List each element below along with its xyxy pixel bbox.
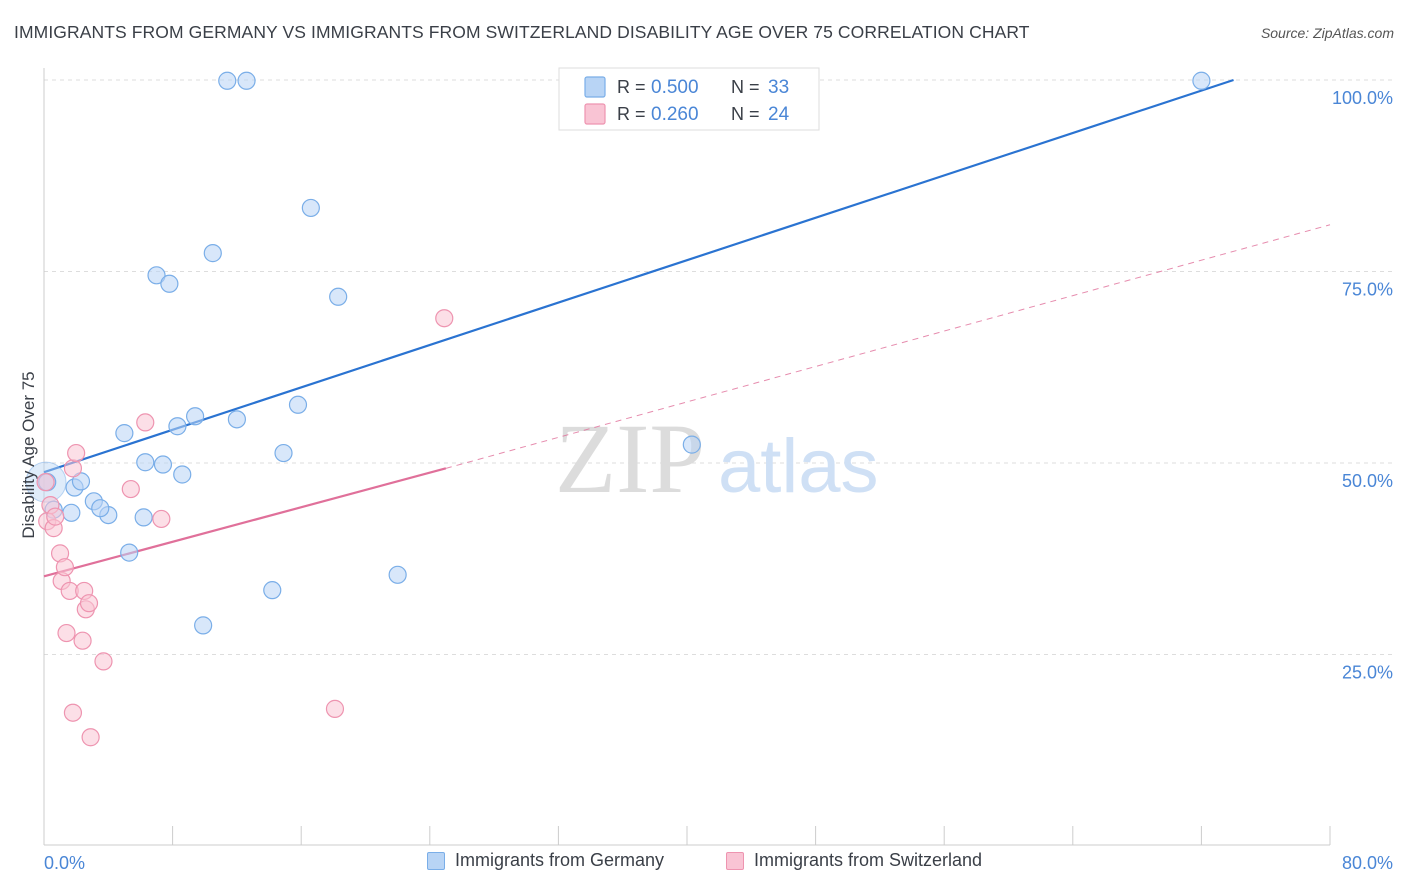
data-point-germany bbox=[263, 581, 282, 600]
data-point-germany bbox=[329, 287, 348, 306]
legend-n-value: 24 bbox=[768, 104, 790, 125]
legend-item-germany[interactable]: Immigrants from Germany bbox=[427, 850, 664, 871]
data-point-germany bbox=[160, 274, 179, 293]
y-tick-label: 75.0% bbox=[1342, 280, 1393, 300]
label-layer: 25.0% 50.0% 75.0% 100.0% 0.0% 80.0% Disability… bbox=[19, 88, 1393, 873]
legend-label-germany: Immigrants from Germany bbox=[455, 850, 665, 870]
data-point-switzerland bbox=[63, 703, 83, 722]
data-point-switzerland bbox=[55, 558, 74, 577]
data-point-germany bbox=[71, 472, 91, 491]
data-point-germany bbox=[203, 244, 222, 263]
data-point-germany bbox=[288, 395, 308, 414]
data-point-germany bbox=[173, 465, 192, 484]
source-label: Source: ZipAtlas.com bbox=[1260, 25, 1394, 41]
data-point-switzerland bbox=[46, 507, 65, 526]
bottom-legend: Immigrants from Germany Immigrants from … bbox=[0, 850, 1406, 880]
data-point-switzerland bbox=[63, 459, 83, 478]
data-point-switzerland bbox=[36, 473, 55, 492]
data-point-switzerland bbox=[136, 413, 155, 432]
y-tick-label: 25.0% bbox=[1342, 663, 1393, 683]
points-layer bbox=[25, 71, 1211, 747]
data-point-switzerland bbox=[94, 652, 113, 671]
legend-swatch-germany bbox=[427, 851, 445, 870]
chart-title: IMMIGRANTS FROM GERMANY VS IMMIGRANTS FR… bbox=[14, 22, 1030, 42]
legend-label-switzerland: Immigrants from Switzerland bbox=[754, 850, 983, 870]
data-point-germany bbox=[388, 565, 407, 584]
axis-layer bbox=[43, 68, 1331, 846]
data-point-germany bbox=[218, 71, 237, 90]
data-point-switzerland bbox=[325, 699, 345, 718]
watermark-atlas: atlas bbox=[718, 424, 879, 509]
trend-layer bbox=[43, 78, 1331, 578]
data-point-germany bbox=[1192, 71, 1211, 90]
data-point-switzerland bbox=[79, 594, 99, 613]
data-point-switzerland bbox=[73, 631, 92, 650]
x-tick-label-min: 0.0% bbox=[44, 853, 85, 873]
data-point-germany bbox=[682, 435, 701, 454]
trendline-switzerland-extension bbox=[445, 224, 1331, 469]
legend-n-value: 33 bbox=[768, 77, 789, 98]
data-point-germany bbox=[120, 543, 139, 562]
trendline-switzerland bbox=[43, 467, 447, 578]
grid-layer bbox=[44, 79, 1392, 655]
legend-n-label: N = bbox=[731, 77, 760, 97]
x-tick-label-max: 80.0% bbox=[1342, 853, 1393, 873]
legend-n-label: N = bbox=[731, 104, 760, 124]
data-point-switzerland bbox=[152, 509, 171, 529]
data-point-germany bbox=[134, 508, 153, 527]
legend-swatch bbox=[584, 76, 606, 98]
y-axis-label: Disability Age Over 75 bbox=[19, 371, 38, 538]
data-point-germany bbox=[62, 503, 81, 522]
data-point-switzerland bbox=[121, 479, 140, 499]
data-point-germany bbox=[115, 424, 134, 443]
legend-swatch bbox=[584, 103, 606, 125]
data-point-germany bbox=[301, 198, 320, 218]
data-point-switzerland bbox=[57, 623, 76, 643]
data-point-germany bbox=[237, 71, 256, 90]
data-point-germany bbox=[136, 453, 155, 472]
data-point-germany bbox=[227, 410, 246, 429]
data-point-germany bbox=[91, 499, 110, 518]
data-point-germany bbox=[274, 443, 293, 463]
legend-item-switzerland[interactable]: Immigrants from Switzerland bbox=[726, 850, 982, 871]
legend-swatch-switzerland bbox=[726, 851, 744, 870]
data-point-switzerland bbox=[81, 728, 100, 747]
data-point-switzerland bbox=[67, 443, 86, 463]
data-point-germany bbox=[194, 616, 213, 635]
data-point-germany bbox=[147, 266, 166, 285]
data-point-germany bbox=[153, 455, 173, 474]
legend-r-value: 0.260 bbox=[651, 104, 699, 125]
legend-r-label: R = bbox=[617, 104, 646, 124]
data-point-switzerland bbox=[435, 309, 454, 328]
watermark-zip: ZIP bbox=[555, 403, 705, 514]
y-tick-label: 50.0% bbox=[1342, 471, 1393, 491]
legend-box: R = 0.500 N = 33 R = 0.260 N = 24 bbox=[558, 67, 820, 131]
y-tick-label: 100.0% bbox=[1332, 88, 1393, 108]
data-point-germany bbox=[168, 417, 187, 436]
data-point-germany bbox=[186, 407, 205, 426]
legend-r-value: 0.500 bbox=[651, 77, 699, 98]
watermark: ZIP atlas bbox=[555, 403, 879, 514]
trendline-germany bbox=[43, 78, 1234, 474]
legend-r-label: R = bbox=[617, 77, 646, 97]
